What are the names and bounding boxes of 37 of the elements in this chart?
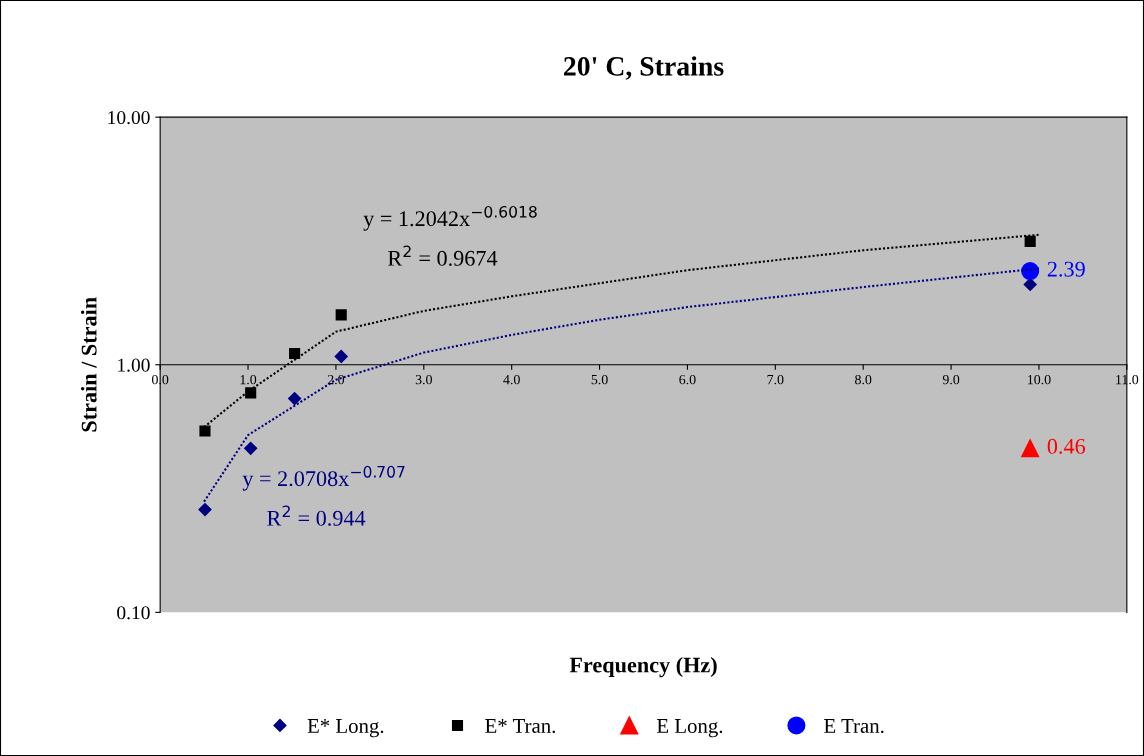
x-tick-label: 1.0 (240, 374, 257, 385)
x-tick-label: 6.0 (679, 374, 696, 385)
x-tick-label: 5.0 (591, 374, 608, 385)
legend-label: E* Tran. (485, 719, 555, 734)
point (1021, 262, 1040, 281)
legend-label: E* Long. (307, 719, 384, 738)
point (199, 425, 211, 437)
point (1024, 235, 1036, 247)
annotation: R$^{2}$ = 0.944 (267, 505, 366, 526)
x-tick-label: 4.0 (503, 374, 520, 385)
point (244, 441, 258, 455)
point (1023, 277, 1037, 292)
x-tick-label: 10.0 (1028, 374, 1051, 385)
point (289, 347, 301, 360)
data-label: 2.39 (1047, 261, 1085, 277)
x-tick-label: 7.0 (767, 374, 784, 385)
data-label: 0.46 (1047, 438, 1086, 454)
legend-label: E Tran. (824, 719, 884, 734)
y-axis-title: Strain / Strain (80, 297, 97, 432)
y-tick-label: 10.00 (108, 111, 150, 125)
point (1021, 439, 1040, 458)
annotation: y = 1.2042x$^{−0.6018}$ (363, 205, 537, 231)
x-axis-title: Frequency (Hz) (569, 656, 717, 678)
chart-title: 20' C, Strains (564, 56, 724, 80)
y-tick-label: 0.10 (117, 606, 150, 620)
y-tick-label: 1.00 (118, 358, 150, 372)
point (245, 387, 257, 399)
x-tick-label: 9.0 (942, 374, 960, 385)
x-tick-label: 3.0 (415, 374, 432, 385)
annotation: y = 2.0708x$^{−0.707}$ (242, 465, 405, 491)
x-tick-label: 8.0 (855, 374, 872, 385)
point (334, 349, 348, 364)
point (335, 309, 347, 321)
annotation: R$^{2}$ = 0.9674 (387, 245, 498, 266)
point (198, 503, 212, 517)
point (288, 392, 302, 406)
legend-label: E Long. (656, 719, 723, 738)
